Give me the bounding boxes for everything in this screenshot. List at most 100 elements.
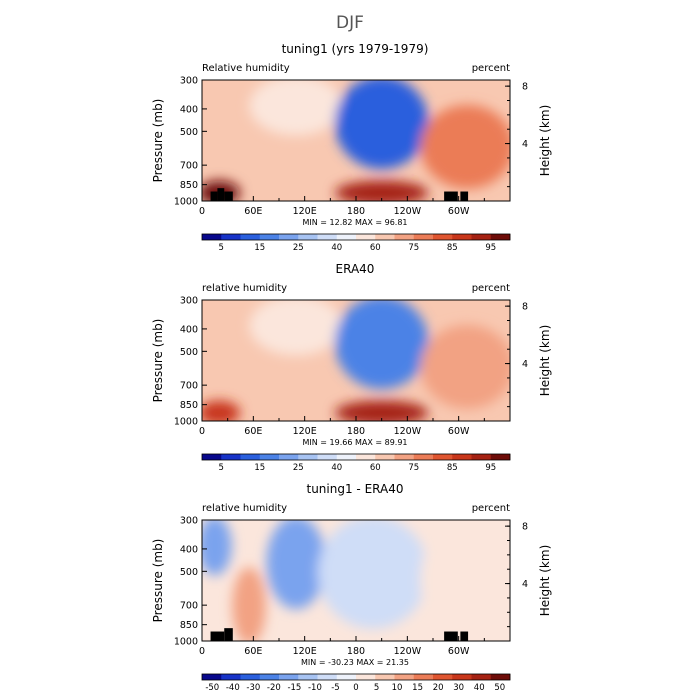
panel-title: ERA40 xyxy=(336,262,375,276)
y-tick-label: 700 xyxy=(180,601,198,612)
x-tick-label: 120E xyxy=(293,646,317,657)
y-tick-label: 500 xyxy=(180,347,198,358)
colorbar-swatch xyxy=(471,674,492,680)
colorbar-swatch xyxy=(221,674,241,680)
colorbar-swatch xyxy=(336,234,357,240)
panel-2: ERA40 relative humidity percent 0 60E 120E 180… xyxy=(151,262,552,473)
topography-mask xyxy=(444,631,458,641)
variable-label: relative humidity xyxy=(202,283,287,294)
x-tick-label: 60E xyxy=(244,426,262,437)
field-region xyxy=(334,300,429,390)
colorbar-label: 30 xyxy=(453,683,464,693)
colorbar-label: 85 xyxy=(447,463,458,473)
y-tick-label: 400 xyxy=(180,544,198,555)
colorbar-label: 10 xyxy=(392,683,403,693)
topography-mask xyxy=(210,631,225,641)
x-tick-label: 60W xyxy=(448,206,470,217)
y-tick-label: 300 xyxy=(180,516,198,527)
colorbar-swatch xyxy=(452,234,472,240)
y-tick-label: 400 xyxy=(180,324,198,335)
colorbar-swatch xyxy=(279,234,299,240)
colorbar-swatch xyxy=(279,674,299,680)
colorbar-frame xyxy=(201,673,511,681)
y-tick-label: 850 xyxy=(180,400,198,411)
field-region xyxy=(334,80,429,170)
x-tick-label: 120E xyxy=(293,206,317,217)
colorbar-swatch xyxy=(471,234,492,240)
colorbar-label: 15 xyxy=(254,243,265,253)
colorbar-label: 60 xyxy=(370,463,381,473)
y-tick-label: 400 xyxy=(180,104,198,115)
field-region xyxy=(266,520,326,610)
colorbar-swatch xyxy=(259,454,280,460)
x-tick-label: 180 xyxy=(347,426,365,437)
colorbar-swatch xyxy=(356,674,376,680)
colorbar-swatch xyxy=(336,674,357,680)
field-region xyxy=(249,80,343,136)
colorbar-swatch xyxy=(490,454,511,460)
colorbar-label: -15 xyxy=(287,683,301,693)
y-tick-label: 850 xyxy=(180,620,198,631)
colorbar-swatch xyxy=(433,454,453,460)
variable-label: relative humidity xyxy=(202,503,287,514)
colorbar-swatch xyxy=(298,234,318,240)
colorbar-swatch xyxy=(394,234,415,240)
colorbar-swatch xyxy=(336,454,357,460)
variable-label: Relative humidity xyxy=(202,63,290,74)
colorbar-label: 15 xyxy=(254,463,265,473)
colorbar-label: 0 xyxy=(353,683,358,693)
topography-mask xyxy=(224,191,233,201)
colorbar-swatch xyxy=(452,674,472,680)
topography-mask xyxy=(460,191,469,201)
colorbar-label: 95 xyxy=(485,463,496,473)
field-blobs xyxy=(202,520,510,641)
field-layer xyxy=(202,520,510,641)
colorbar-swatch xyxy=(433,674,453,680)
field-region xyxy=(420,520,510,641)
x-tick-label: 120E xyxy=(293,426,317,437)
field-region xyxy=(420,324,510,409)
field-region xyxy=(334,180,429,201)
y2-tick-label: 4 xyxy=(522,579,528,590)
field-layer xyxy=(202,300,510,421)
y2-tick-label: 4 xyxy=(522,139,528,150)
colorbar-swatch xyxy=(240,234,261,240)
field-region xyxy=(420,104,510,189)
colorbar-swatch xyxy=(413,234,434,240)
colorbar-swatch xyxy=(375,234,395,240)
y-tick-label: 1000 xyxy=(174,637,198,648)
colorbar-label: -30 xyxy=(246,683,260,693)
colorbar-swatch xyxy=(490,674,511,680)
colorbar-label: -50 xyxy=(205,683,219,693)
field-layer xyxy=(202,80,510,201)
x-tick-label: 60W xyxy=(448,646,470,657)
x-tick-label: 120W xyxy=(394,206,422,217)
field-region xyxy=(317,520,429,629)
colorbar-swatch xyxy=(221,454,241,460)
y-tick-label: 500 xyxy=(180,567,198,578)
colorbar-label: 75 xyxy=(408,463,419,473)
field-region xyxy=(202,520,232,576)
field-region xyxy=(334,400,429,421)
y2-axis-label: Height (km) xyxy=(538,545,552,616)
x-tick-label: 180 xyxy=(347,646,365,657)
panels-group: tuning1 (yrs 1979-1979) Relative humidity… xyxy=(151,42,552,693)
colorbar-swatch xyxy=(202,234,222,240)
panel-1: tuning1 (yrs 1979-1979) Relative humidity… xyxy=(151,42,552,253)
colorbar-swatch xyxy=(317,674,338,680)
topography-mask xyxy=(217,188,225,201)
units-label: percent xyxy=(472,63,510,74)
colorbar-label: 20 xyxy=(433,683,444,693)
y-tick-label: 1000 xyxy=(174,197,198,208)
colorbar-swatch xyxy=(375,674,395,680)
x-tick-label: 0 xyxy=(199,206,205,217)
field-blobs xyxy=(202,300,510,421)
x-tick-label: 60E xyxy=(244,646,262,657)
topography-mask xyxy=(460,631,469,641)
units-label: percent xyxy=(472,503,510,514)
colorbar-label: 60 xyxy=(370,243,381,253)
colorbar-swatch xyxy=(202,454,222,460)
y-tick-label: 300 xyxy=(180,296,198,307)
colorbar-swatch xyxy=(433,234,453,240)
field-region xyxy=(202,400,241,421)
